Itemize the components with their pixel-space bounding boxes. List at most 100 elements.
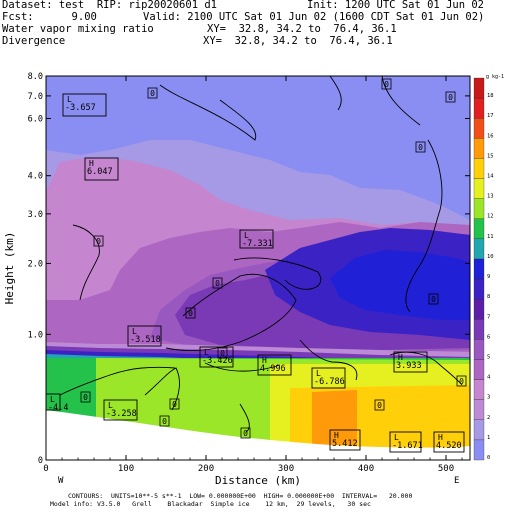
zero-label-frame <box>93 235 104 247</box>
colorbar-swatch <box>473 319 485 340</box>
contour-line <box>144 367 180 411</box>
zero-label-frame <box>374 399 385 411</box>
zero-label-frame <box>147 87 158 99</box>
minmax-kind: L <box>316 369 321 378</box>
colorbar-swatch <box>473 258 485 280</box>
zero-contour-label: 0 <box>93 235 104 247</box>
zero-label-text: 0 <box>418 143 423 152</box>
zero-label-text: 0 <box>162 417 167 426</box>
zero-contour-label: 0 <box>374 399 385 411</box>
colorbar-label: 4 <box>487 375 491 381</box>
y-tick-label: 3.0 <box>28 210 43 220</box>
minmax-frame <box>311 367 346 389</box>
field-name-1: Water vapor mixing ratio <box>2 23 154 35</box>
xy-range-1: XY= 32.8, 34.2 to 76.4, 36.1 <box>207 23 397 35</box>
minmax-box: L-3.258 <box>103 399 138 421</box>
minmax-frame <box>84 157 119 181</box>
colorbar-swatch <box>473 158 485 179</box>
minmax-box: H4.520 <box>433 431 465 453</box>
zero-contour-label: 0 <box>185 307 196 319</box>
colorbar-swatch <box>473 138 485 159</box>
contour-line <box>329 76 342 111</box>
y-tick-label: 1.0 <box>28 330 43 340</box>
minmax-value: -4.4 <box>48 403 68 413</box>
contour-line <box>59 366 176 396</box>
dataset-value: test <box>58 0 85 11</box>
colorbar-label: 10 <box>487 254 494 260</box>
minmax-kind: L <box>108 401 113 410</box>
colorbar-label: 15 <box>487 153 494 159</box>
colorbar-label: 0 <box>487 455 490 461</box>
x-tick-label: 0 <box>43 464 48 474</box>
colorbar-label: 1 <box>487 435 490 441</box>
x-tick-label: 500 <box>438 464 454 474</box>
fcst-label: Fcst: <box>2 11 34 23</box>
minmax-box: L-4.4 <box>45 393 68 413</box>
minmax-frame <box>62 93 107 117</box>
minmax-value: -6.786 <box>314 377 345 387</box>
minmax-value: -1.671 <box>392 441 423 451</box>
minmax-frame <box>257 354 292 376</box>
zero-label-text: 0 <box>150 89 155 98</box>
zero-contour-label: 0 <box>381 78 392 90</box>
zero-label-frame <box>456 375 467 387</box>
valid-time: Valid: 2100 UTC Sat 01 Jun 02 (1600 CDT … <box>143 11 485 23</box>
minmax-box: L-3.657 <box>62 93 107 117</box>
rip-value: rip20020601 d1 <box>128 0 217 11</box>
minmax-value: 4.996 <box>260 364 286 374</box>
y-tick-label: 6.0 <box>28 115 43 125</box>
zero-label-text: 0 <box>172 400 177 409</box>
zero-label-frame <box>445 91 456 103</box>
colorbar-label: 11 <box>487 234 494 240</box>
colorbar-swatch <box>473 218 485 239</box>
minmax-box: H3.933 <box>393 351 428 373</box>
zero-label-text: 0 <box>220 349 225 358</box>
colorbar-swatch <box>473 379 485 400</box>
fcst-line: Fcst: 9.00 <box>2 12 97 23</box>
model-info: Model info: V3.5.0 Grell Blackadar Simpl… <box>50 500 371 508</box>
zero-label-text: 0 <box>448 93 453 102</box>
band-blue <box>330 250 470 320</box>
minmax-box: L-1.671 <box>389 431 423 453</box>
minmax-kind: H <box>438 433 443 442</box>
colorbar-swatch <box>473 77 485 99</box>
minmax-frame <box>433 431 465 453</box>
minmax-box: L-7.331 <box>239 229 274 249</box>
minmax-value: 4.520 <box>436 441 462 451</box>
minmax-kind: L <box>204 348 209 357</box>
zero-label-frame <box>212 277 223 289</box>
minmax-value: -3.258 <box>106 409 137 419</box>
contour-line <box>204 362 281 372</box>
colorbar-label: 9 <box>487 274 490 280</box>
colorbar-unit: g kg-1 <box>486 74 504 80</box>
x-tick-label: 400 <box>358 464 374 474</box>
colorbar-swatch <box>473 399 485 420</box>
minmax-box: H4.996 <box>257 354 292 376</box>
minmax-value: -3.657 <box>65 103 96 113</box>
x-tick-label: 300 <box>278 464 294 474</box>
colorbar-label: 18 <box>487 93 494 99</box>
zero-contour-label: 0 <box>80 391 91 403</box>
zero-label-text: 0 <box>384 80 389 89</box>
y-tick-label: 7.0 <box>28 92 43 102</box>
minmax-kind: H <box>262 356 267 365</box>
zero-label-text: 0 <box>431 295 436 304</box>
zero-label-text: 0 <box>188 309 193 318</box>
minmax-frame <box>45 393 61 411</box>
zero-label-frame <box>185 307 196 319</box>
contour-line <box>233 257 321 290</box>
contour-info: CONTOURS: UNITS=10**-5 s**-1 LOW= 0.0000… <box>68 492 413 500</box>
contour-line <box>299 339 358 381</box>
minmax-frame <box>329 429 361 451</box>
minmax-frame <box>393 351 428 373</box>
fcst-value: 9.00 <box>71 11 97 23</box>
colorbar-label: 2 <box>487 415 490 421</box>
west-end-label: W <box>58 476 64 486</box>
divergence-contours <box>59 76 463 433</box>
colorbar-swatch <box>473 419 485 441</box>
minmax-frame <box>103 399 138 421</box>
minmax-box: L-3.426 <box>199 346 234 368</box>
minmax-kind: L <box>67 95 72 104</box>
